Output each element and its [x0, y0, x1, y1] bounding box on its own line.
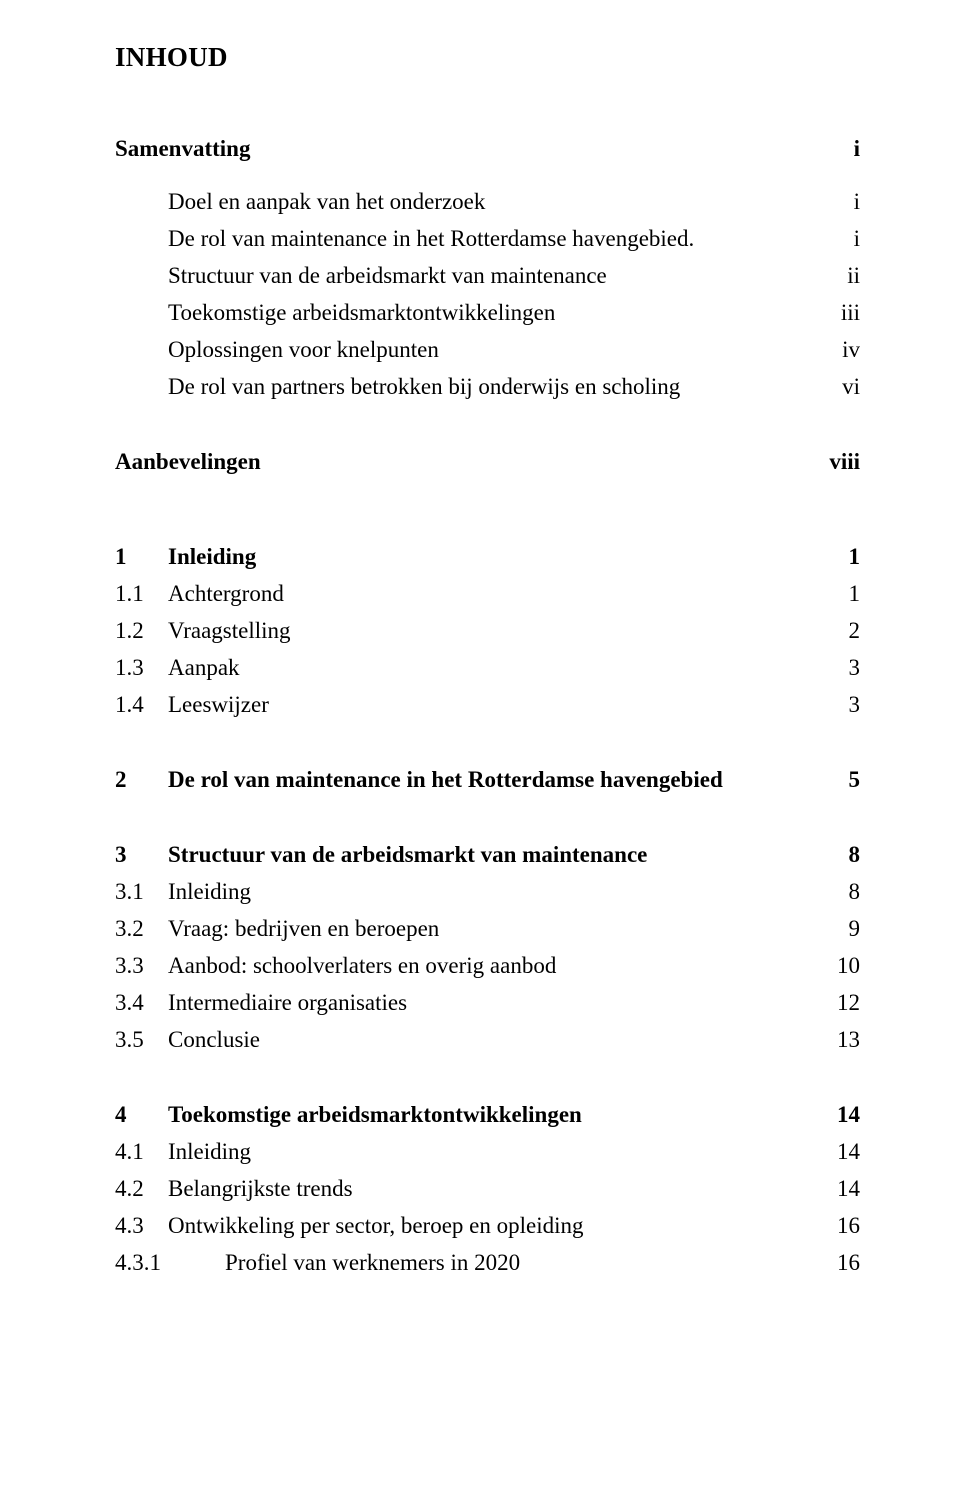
toc-label: Samenvatting — [115, 137, 834, 160]
toc-num: 3.1 — [115, 880, 168, 903]
toc-subitem: Toekomstige arbeidsmarktontwikkelingen i… — [115, 301, 860, 324]
toc-sub-row: 4.2 Belangrijkste trends 14 — [115, 1177, 860, 1200]
toc-num: 2 — [115, 768, 168, 791]
toc-section-4: 4 Toekomstige arbeidsmarktontwikkelingen… — [115, 1103, 860, 1274]
toc-page: 14 — [817, 1140, 860, 1163]
toc-page: i — [834, 227, 860, 250]
toc-page: 12 — [817, 991, 860, 1014]
toc-num: 3.4 — [115, 991, 168, 1014]
toc-title: Achtergrond — [168, 582, 829, 605]
document-page: INHOUD Samenvatting i Doel en aanpak van… — [0, 0, 960, 1502]
toc-page: 9 — [829, 917, 861, 940]
toc-samenvatting-subitems: Doel en aanpak van het onderzoek i De ro… — [115, 190, 860, 398]
toc-num: 3.5 — [115, 1028, 168, 1051]
page-title: INHOUD — [115, 42, 860, 73]
toc-sub-row: 3.5 Conclusie 13 — [115, 1028, 860, 1051]
toc-num: 3 — [115, 843, 168, 866]
toc-sub-row: 1.2 Vraagstelling 2 — [115, 619, 860, 642]
toc-title: Inleiding — [168, 880, 829, 903]
toc-num: 1.1 — [115, 582, 168, 605]
toc-num: 4.2 — [115, 1177, 168, 1200]
toc-title: Belangrijkste trends — [168, 1177, 817, 1200]
toc-page: 2 — [829, 619, 861, 642]
toc-page: 16 — [817, 1214, 860, 1237]
toc-title: Vraag: bedrijven en beroepen — [168, 917, 829, 940]
toc-title: Aanbod: schoolverlaters en overig aanbod — [168, 954, 817, 977]
toc-title: Ontwikkeling per sector, beroep en oplei… — [168, 1214, 817, 1237]
toc-page: 14 — [817, 1177, 860, 1200]
toc-num: 3.2 — [115, 917, 168, 940]
toc-page: 1 — [829, 545, 861, 568]
toc-sub-row: 4.1 Inleiding 14 — [115, 1140, 860, 1163]
toc-title: Conclusie — [168, 1028, 817, 1051]
toc-page: vi — [822, 375, 860, 398]
toc-page: iii — [821, 301, 860, 324]
toc-num: 3.3 — [115, 954, 168, 977]
toc-title: Vraagstelling — [168, 619, 829, 642]
toc-sub-row: 4.3 Ontwikkeling per sector, beroep en o… — [115, 1214, 860, 1237]
toc-label: De rol van maintenance in het Rotterdams… — [168, 227, 834, 250]
toc-num: 1.3 — [115, 656, 168, 679]
toc-title: Toekomstige arbeidsmarktontwikkelingen — [168, 1103, 817, 1126]
toc-num: 1.2 — [115, 619, 168, 642]
toc-page: 14 — [817, 1103, 860, 1126]
toc-section-1: 1 Inleiding 1 1.1 Achtergrond 1 1.2 Vraa… — [115, 545, 860, 716]
toc-section-row: 4 Toekomstige arbeidsmarktontwikkelingen… — [115, 1103, 860, 1126]
toc-num: 4.3 — [115, 1214, 168, 1237]
toc-page: 1 — [829, 582, 861, 605]
toc-page: viii — [809, 450, 860, 473]
toc-num: 1 — [115, 545, 168, 568]
toc-page: ii — [827, 264, 860, 287]
toc-page: 16 — [817, 1251, 860, 1274]
toc-sub-row: 3.4 Intermediaire organisaties 12 — [115, 991, 860, 1014]
toc-subsub-row: 4.3.1 Profiel van werknemers in 2020 16 — [115, 1251, 860, 1274]
toc-sub-row: 3.1 Inleiding 8 — [115, 880, 860, 903]
toc-samenvatting: Samenvatting i — [115, 137, 860, 160]
toc-label: Aanbevelingen — [115, 450, 809, 473]
toc-page: 8 — [829, 843, 861, 866]
toc-label: Doel en aanpak van het onderzoek — [168, 190, 834, 213]
toc-label: De rol van partners betrokken bij onderw… — [168, 375, 822, 398]
toc-label: Toekomstige arbeidsmarktontwikkelingen — [168, 301, 821, 324]
toc-title: Profiel van werknemers in 2020 — [225, 1251, 817, 1274]
toc-title: Aanpak — [168, 656, 829, 679]
toc-num: 1.4 — [115, 693, 168, 716]
toc-section-2: 2 De rol van maintenance in het Rotterda… — [115, 768, 860, 791]
toc-page: iv — [822, 338, 860, 361]
toc-subitem: Oplossingen voor knelpunten iv — [115, 338, 860, 361]
toc-section-row: 2 De rol van maintenance in het Rotterda… — [115, 768, 860, 791]
toc-page: 3 — [829, 693, 861, 716]
toc-num: 4.1 — [115, 1140, 168, 1163]
toc-section-row: 3 Structuur van de arbeidsmarkt van main… — [115, 843, 860, 866]
toc-title: De rol van maintenance in het Rotterdams… — [168, 768, 829, 791]
toc-num: 4 — [115, 1103, 168, 1126]
toc-sub-row: 3.2 Vraag: bedrijven en beroepen 9 — [115, 917, 860, 940]
toc-page: 3 — [829, 656, 861, 679]
toc-num: 4.3.1 — [115, 1251, 225, 1274]
toc-sub-row: 1.1 Achtergrond 1 — [115, 582, 860, 605]
toc-title: Intermediaire organisaties — [168, 991, 817, 1014]
toc-label: Oplossingen voor knelpunten — [168, 338, 822, 361]
toc-subitem: De rol van maintenance in het Rotterdams… — [115, 227, 860, 250]
toc-title: Structuur van de arbeidsmarkt van mainte… — [168, 843, 829, 866]
toc-sub-row: 1.4 Leeswijzer 3 — [115, 693, 860, 716]
toc-title: Inleiding — [168, 545, 829, 568]
toc-sub-row: 3.3 Aanbod: schoolverlaters en overig aa… — [115, 954, 860, 977]
toc-section-row: 1 Inleiding 1 — [115, 545, 860, 568]
toc-page: 10 — [817, 954, 860, 977]
toc-subitem: Structuur van de arbeidsmarkt van mainte… — [115, 264, 860, 287]
toc-title: Leeswijzer — [168, 693, 829, 716]
toc-page: 13 — [817, 1028, 860, 1051]
toc-page: i — [834, 137, 860, 160]
toc-title: Inleiding — [168, 1140, 817, 1163]
toc-subitem: Doel en aanpak van het onderzoek i — [115, 190, 860, 213]
toc-sub-row: 1.3 Aanpak 3 — [115, 656, 860, 679]
toc-page: i — [834, 190, 860, 213]
toc-page: 5 — [829, 768, 861, 791]
toc-aanbevelingen: Aanbevelingen viii — [115, 450, 860, 473]
toc-section-3: 3 Structuur van de arbeidsmarkt van main… — [115, 843, 860, 1051]
toc-label: Structuur van de arbeidsmarkt van mainte… — [168, 264, 827, 287]
toc-page: 8 — [829, 880, 861, 903]
toc-subitem: De rol van partners betrokken bij onderw… — [115, 375, 860, 398]
